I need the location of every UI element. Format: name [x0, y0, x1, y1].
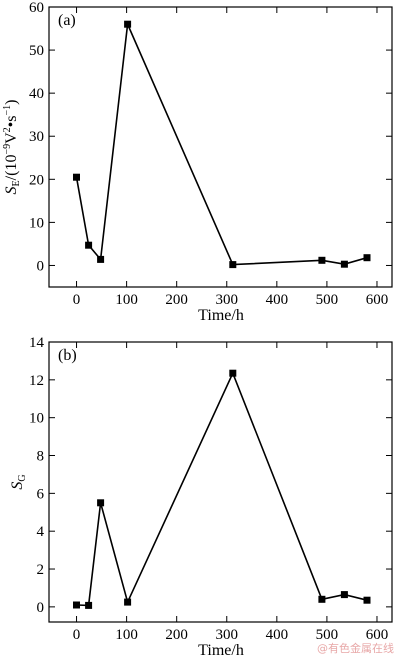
data-point-marker: [97, 255, 105, 263]
x-tick-label: 100: [115, 292, 138, 308]
watermark: @有色金属在线: [317, 642, 394, 655]
panel-a-label: (a): [58, 12, 76, 29]
y-tick-label: 50: [29, 43, 44, 59]
x-tick-label: 600: [366, 627, 389, 643]
x-tick-label: 300: [216, 292, 239, 308]
x-tick-label: 600: [366, 292, 389, 308]
x-tick-label: 0: [73, 292, 81, 308]
data-point-marker: [97, 499, 105, 507]
panel-a-ticks: 0 100 200 300 400 500 600 0 10 20 30 40 50 60: [29, 0, 392, 308]
x-tick-label: 400: [266, 627, 289, 643]
panel-b-ticks: 0 100 200 300 400 500 600 0 2 4 6 8 10 12 14: [29, 335, 392, 643]
data-point-marker: [85, 601, 93, 609]
data-point-marker: [73, 601, 80, 609]
data-point-marker: [363, 254, 371, 262]
y-tick-label: 20: [29, 172, 44, 188]
data-point-marker: [363, 596, 371, 604]
x-tick-label: 300: [216, 627, 239, 643]
x-tick-label: 200: [165, 627, 188, 643]
x-tick-label: 500: [316, 627, 339, 643]
y-tick-label: 2: [37, 562, 45, 578]
data-point-marker: [340, 260, 348, 268]
data-point-marker: [124, 598, 132, 606]
y-tick-label: 4: [37, 524, 45, 540]
y-tick-label: 14: [29, 335, 45, 351]
series-line: [75, 21, 368, 266]
data-point-marker: [229, 369, 237, 377]
panel-a: (a) 0 100 200 300 400 500 600 0 10 20 30 40 50 60 Tim…: [2, 0, 393, 324]
panel-a-frame: [48, 6, 393, 288]
x-tick-label: 0: [73, 627, 81, 643]
y-tick-label: 0: [37, 258, 45, 274]
data-point-marker: [318, 256, 326, 264]
data-point-marker: [318, 595, 326, 603]
panel-b-label: (b): [58, 347, 77, 364]
panel-b-ylabel: SG: [9, 474, 28, 489]
x-tick-label: 100: [115, 627, 138, 643]
panel-b: (b) 0 100 200 300 400 500 600 0 2 4 6 8 10 12 14 Time/…: [9, 335, 393, 658]
data-point-marker: [85, 241, 93, 249]
y-tick-label: 8: [37, 449, 45, 465]
x-tick-label: 500: [316, 292, 339, 308]
panel-a-xlabel: Time/h: [198, 307, 244, 324]
y-tick-label: 30: [29, 129, 44, 145]
panel-b-frame: [48, 341, 393, 623]
x-tick-label: 400: [266, 292, 289, 308]
series-line: [76, 371, 368, 607]
y-tick-label: 0: [37, 600, 45, 616]
data-point-marker: [229, 261, 237, 269]
x-tick-label: 200: [165, 292, 188, 308]
panel-b-xlabel: Time/h: [198, 642, 244, 658]
panel-a-series: [73, 20, 371, 269]
data-point-marker: [124, 20, 132, 28]
panel-b-series: [73, 369, 371, 609]
y-tick-label: 10: [29, 215, 44, 231]
y-tick-label: 10: [29, 411, 44, 427]
panel-a-ylabel: SE/(10−9V2•s−1): [2, 100, 22, 195]
y-tick-label: 6: [37, 486, 45, 502]
y-tick-label: 60: [29, 0, 44, 16]
y-tick-label: 12: [29, 373, 44, 389]
y-tick-label: 40: [29, 86, 44, 102]
data-point-marker: [73, 173, 80, 181]
data-point-marker: [340, 591, 348, 599]
